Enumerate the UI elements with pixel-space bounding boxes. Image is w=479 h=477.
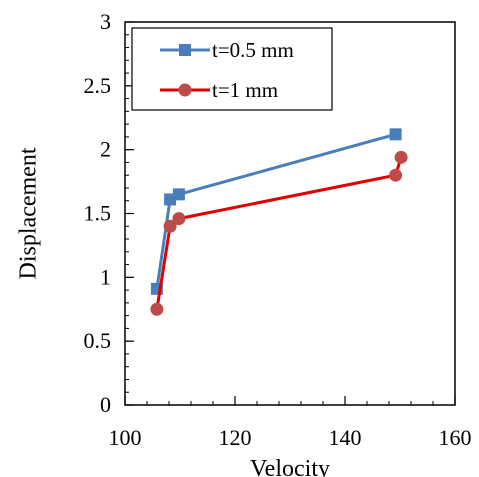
x-tick-label: 120 xyxy=(219,425,252,450)
y-tick-label: 2.5 xyxy=(84,73,112,98)
y-tick-label: 1.5 xyxy=(84,201,112,226)
y-tick-label: 3 xyxy=(100,9,111,34)
series-line xyxy=(155,132,397,290)
series-line xyxy=(155,156,403,310)
legend: t=0.5 mm t=1 mm xyxy=(131,27,333,111)
legend-marker xyxy=(178,83,192,97)
x-axis-tick-labels: 100 120 140 160 xyxy=(109,425,472,450)
series-layer xyxy=(150,128,408,316)
data-point xyxy=(389,168,403,182)
legend-item-1: t=0.5 mm xyxy=(160,38,294,62)
x-tick-label: 140 xyxy=(329,425,362,450)
data-point xyxy=(389,128,402,141)
y-tick-label: 2 xyxy=(100,137,111,162)
legend-marker xyxy=(179,44,191,56)
legend-items: t=0.5 mm t=1 mm xyxy=(160,38,294,102)
legend-label: t=1 mm xyxy=(212,78,278,102)
legend-label: t=0.5 mm xyxy=(212,38,294,62)
series-1 xyxy=(150,128,402,295)
data-point xyxy=(172,212,186,226)
data-point xyxy=(172,188,185,201)
y-tick-label: 1 xyxy=(100,264,111,289)
data-point xyxy=(150,302,164,316)
legend-box xyxy=(131,27,333,111)
legend-item-2: t=1 mm xyxy=(160,78,278,102)
x-axis-title: Velocity xyxy=(250,456,330,477)
plot-area-frame xyxy=(124,21,456,406)
y-axis-title: Displacement xyxy=(16,147,42,279)
y-axis-tick-labels: 0 0.5 1 1.5 2 2.5 3 xyxy=(84,9,112,417)
y-tick-label: 0 xyxy=(100,392,111,417)
x-tick-label: 160 xyxy=(439,425,472,450)
x-tick-label: 100 xyxy=(109,425,142,450)
y-tick-label: 0.5 xyxy=(84,328,112,353)
series-2 xyxy=(150,150,408,316)
data-point xyxy=(394,150,408,164)
data-point xyxy=(163,219,177,233)
